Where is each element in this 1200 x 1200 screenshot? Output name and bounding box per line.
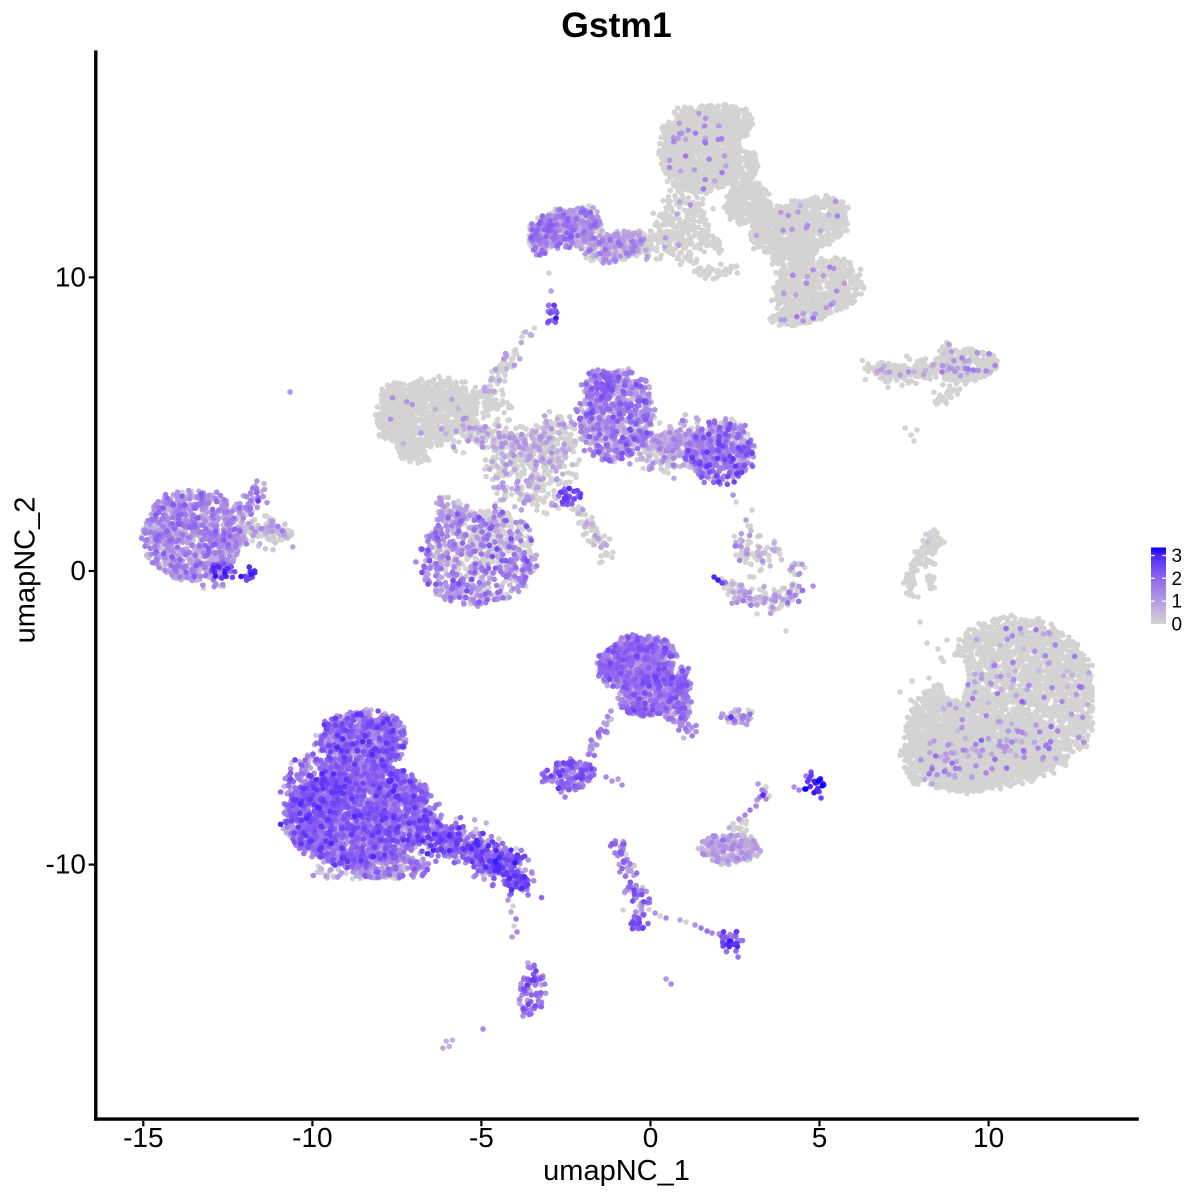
svg-text:Gstm1: Gstm1 [561,5,672,45]
svg-text:umapNC_2: umapNC_2 [10,497,42,644]
svg-text:10: 10 [973,1122,1004,1153]
svg-text:umapNC_1: umapNC_1 [543,1155,690,1187]
svg-text:1: 1 [1172,592,1183,613]
svg-text:-10: -10 [46,849,86,880]
svg-text:-15: -15 [123,1122,163,1153]
svg-text:0: 0 [1172,615,1183,636]
svg-text:-10: -10 [292,1122,332,1153]
svg-text:10: 10 [55,261,86,292]
svg-text:-5: -5 [469,1122,494,1153]
svg-text:3: 3 [1172,546,1183,567]
svg-text:0: 0 [70,555,86,586]
svg-text:5: 5 [812,1122,828,1153]
svg-text:0: 0 [643,1122,659,1153]
svg-text:2: 2 [1172,569,1183,590]
